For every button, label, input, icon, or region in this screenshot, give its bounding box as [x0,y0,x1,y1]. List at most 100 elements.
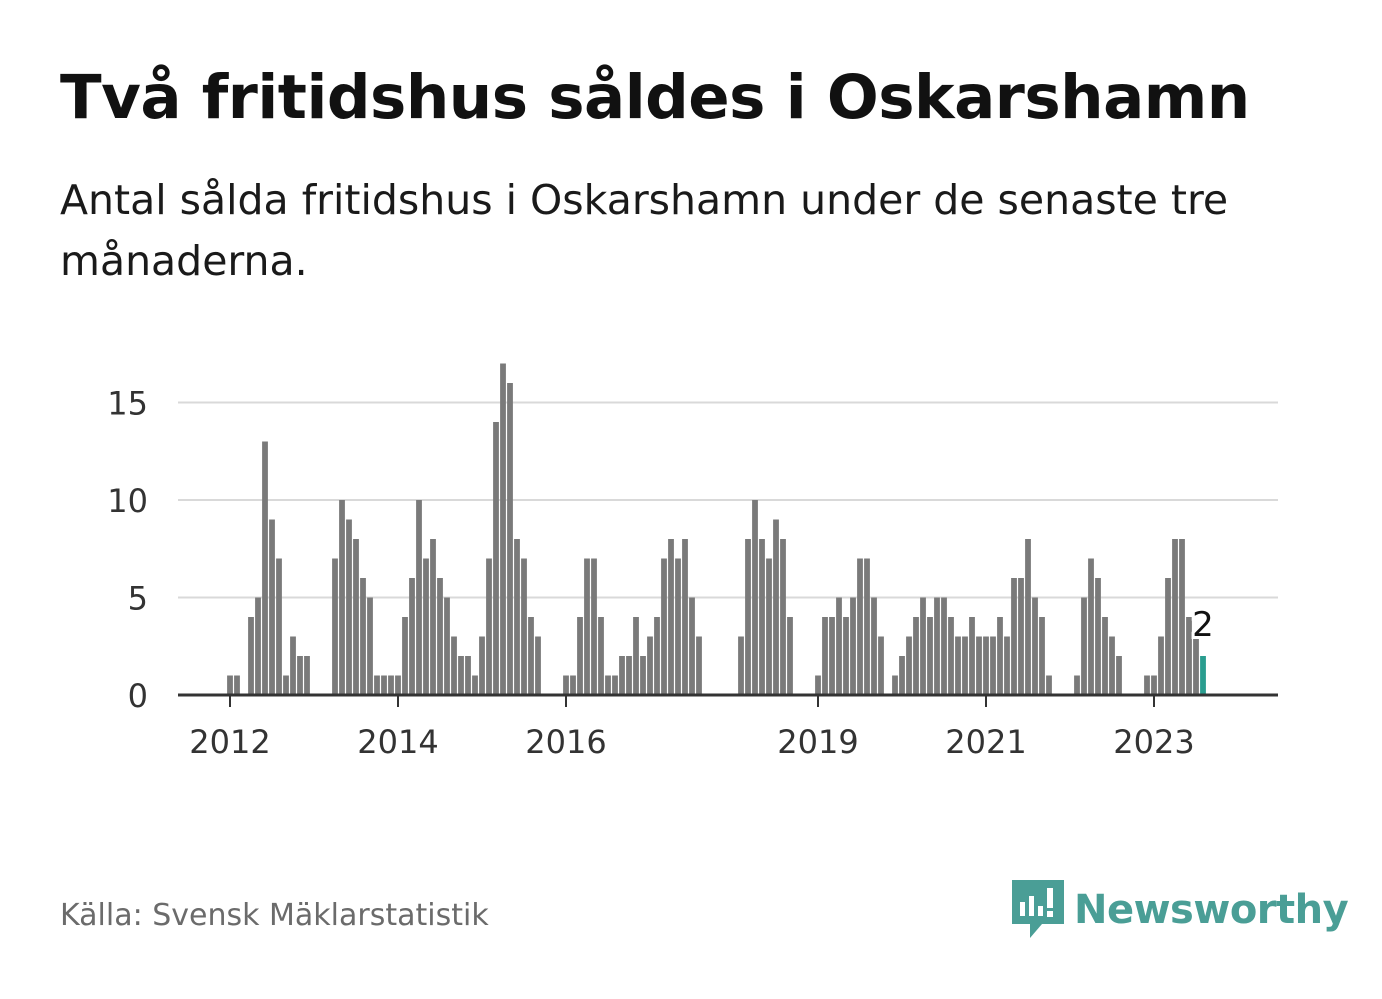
bar [1109,636,1115,695]
bar [367,597,373,695]
bar [689,597,695,695]
x-tick-label: 2021 [945,723,1026,761]
source-note: Källa: Svensk Mäklarstatistik [60,898,489,933]
bar [605,675,611,695]
bar [507,383,513,695]
bar [234,675,240,695]
bar [1095,578,1101,695]
bar [1032,597,1038,695]
bar [1179,539,1185,695]
y-tick-label: 5 [128,580,148,618]
bar [479,636,485,695]
newsworthy-logo[interactable]: Newsworthy [1012,880,1349,940]
bar [661,558,667,695]
bar [521,558,527,695]
bar [654,617,660,695]
bar [1004,636,1010,695]
bar [416,500,422,695]
bar [584,558,590,695]
bar [934,597,940,695]
bar [493,422,499,695]
bar [843,617,849,695]
chart-subtitle: Antal sålda fritidshus i Oskarshamn unde… [60,176,1229,285]
bar [647,636,653,695]
bar [570,675,576,695]
bar [675,558,681,695]
bar [836,597,842,695]
bar [969,617,975,695]
bar [1165,578,1171,695]
y-tick-label: 15 [107,385,148,423]
bar [465,656,471,695]
bar [850,597,856,695]
highlight-value-label: 2 [1192,605,1214,645]
bar [276,558,282,695]
bar [297,656,303,695]
x-tick-label: 2014 [357,723,438,761]
bar [255,597,261,695]
x-tick-label: 2016 [525,723,606,761]
x-tick-label: 2019 [777,723,858,761]
bar [304,656,310,695]
x-tick-label: 2012 [189,723,270,761]
bar [381,675,387,695]
y-tick-label: 10 [107,482,148,520]
bar [640,656,646,695]
bar [920,597,926,695]
bar [906,636,912,695]
bar [360,578,366,695]
bar [374,675,380,695]
bar [745,539,751,695]
bar [409,578,415,695]
y-tick-label: 0 [128,677,148,715]
bar [857,558,863,695]
bar [227,675,233,695]
bar [892,675,898,695]
bar [1011,578,1017,695]
bar [444,597,450,695]
bar [332,558,338,695]
bar [1018,578,1024,695]
bar [941,597,947,695]
bar [451,636,457,695]
bar [395,675,401,695]
bar [423,558,429,695]
bar [563,675,569,695]
bar [577,617,583,695]
bar [633,617,639,695]
bar [1046,675,1052,695]
bar [458,656,464,695]
bar [1172,539,1178,695]
bar [619,656,625,695]
bar [1158,636,1164,695]
bar [913,617,919,695]
bar [787,617,793,695]
bar [1088,558,1094,695]
bar [927,617,933,695]
bar-chart: 0 5 10 15 2012 2014 2016 2019 2021 2023 2 [107,363,1278,761]
bar [528,617,534,695]
bar [696,636,702,695]
bar [976,636,982,695]
bar [899,656,905,695]
bar [1025,539,1031,695]
bar [878,636,884,695]
bar [983,636,989,695]
bar [339,500,345,695]
bar [514,539,520,695]
bar [486,558,492,695]
x-tick-label: 2023 [1113,723,1194,761]
bar [269,519,275,695]
bar [430,539,436,695]
bar [437,578,443,695]
bar [1081,597,1087,695]
bar [1102,617,1108,695]
bar [752,500,758,695]
bar [829,617,835,695]
bar [1074,675,1080,695]
bar [1186,617,1192,695]
brand-name: Newsworthy [1074,887,1349,933]
bar [290,636,296,695]
bar [283,675,289,695]
bar [822,617,828,695]
